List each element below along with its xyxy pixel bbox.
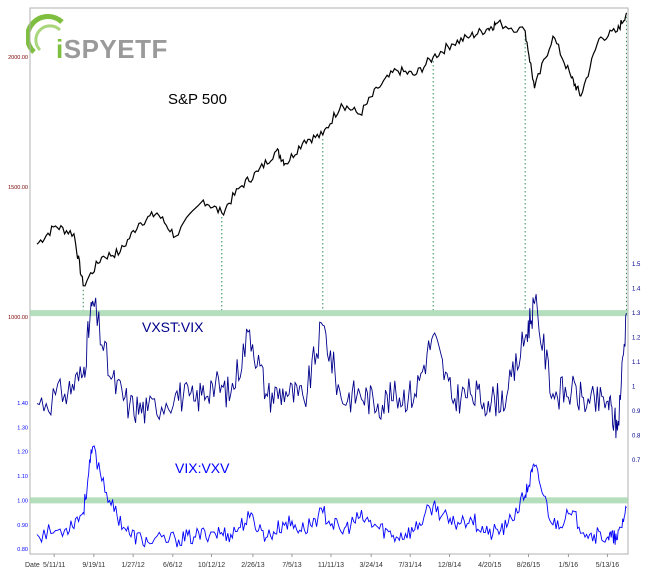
- x-tick-label: 1/27/12: [121, 562, 144, 569]
- x-tick-label: 2/26/13: [241, 562, 264, 569]
- ispyetf-logo: iSPYETF: [25, 14, 176, 74]
- x-tick-label: 8/26/15: [517, 562, 540, 569]
- sp500-ytick-label: 2000.00: [8, 55, 28, 61]
- x-tick-label: 7/31/14: [399, 562, 422, 569]
- sp500-ytick-label: 1500.00: [8, 185, 28, 191]
- x-tick-label: 3/24/14: [360, 562, 383, 569]
- x-tick-label: 5/13/16: [596, 562, 619, 569]
- x-tick-label: 12/8/14: [438, 562, 461, 569]
- vxst-vix-ytick-label: 1.1: [632, 360, 641, 366]
- vxst-vix-ytick-label: 1.3: [632, 311, 641, 317]
- vix-vxv-ytick-label: 1.20: [17, 450, 28, 456]
- vxst-vix-threshold-band: [30, 310, 628, 317]
- vxst-vix-ytick-label: 0.8: [632, 433, 641, 439]
- x-tick-label: 11/11/13: [318, 562, 344, 569]
- vix-vxv-title: VIX:VXV: [175, 460, 230, 476]
- x-tick-label: 1/5/16: [559, 562, 579, 569]
- vxst-vix-ytick-label: 0.9: [632, 409, 641, 415]
- vix-vxv-threshold-band: [30, 497, 628, 504]
- x-tick-label: 10/12/12: [198, 562, 225, 569]
- x-tick-label: 7/5/13: [282, 562, 302, 569]
- vix-vxv-ytick-label: 1.10: [17, 474, 28, 480]
- vxst-vix-ytick-label: 1.2: [632, 336, 641, 342]
- sp500-ytick-label: 1000.00: [8, 315, 28, 321]
- vxst-vix-ytick-label: 0.7: [632, 458, 641, 464]
- vxst-vix-title: VXST:VIX: [142, 319, 204, 335]
- sp500-line: [36, 12, 628, 287]
- logo-arc-icon: [25, 14, 64, 54]
- x-tick-label: 9/19/11: [82, 562, 105, 569]
- vix-vxv-ytick-label: 0.80: [17, 547, 28, 553]
- vxst-vix-line: [36, 294, 627, 439]
- vxst-vix-ytick-label: 1.5: [632, 262, 641, 268]
- vix-vxv-ytick-label: 1.00: [17, 498, 28, 504]
- vix-vxv-ytick-label: 1.40: [17, 401, 28, 407]
- logo-text: iSPYETF: [56, 34, 168, 64]
- x-axis-label: Date: [25, 562, 40, 569]
- vix-vxv-line: [36, 445, 627, 548]
- vix-vxv-ytick-label: 0.90: [17, 523, 28, 529]
- vix-vxv-ytick-label: 1.30: [17, 425, 28, 431]
- x-tick-label: 5/11/11: [43, 562, 65, 569]
- x-tick-label: 6/6/12: [163, 562, 183, 569]
- vxst-vix-ytick-label: 1.4: [632, 287, 641, 293]
- sp500-title: S&P 500: [168, 91, 227, 108]
- x-tick-label: 4/20/15: [478, 562, 501, 569]
- vxst-vix-ytick-label: 1: [632, 384, 636, 390]
